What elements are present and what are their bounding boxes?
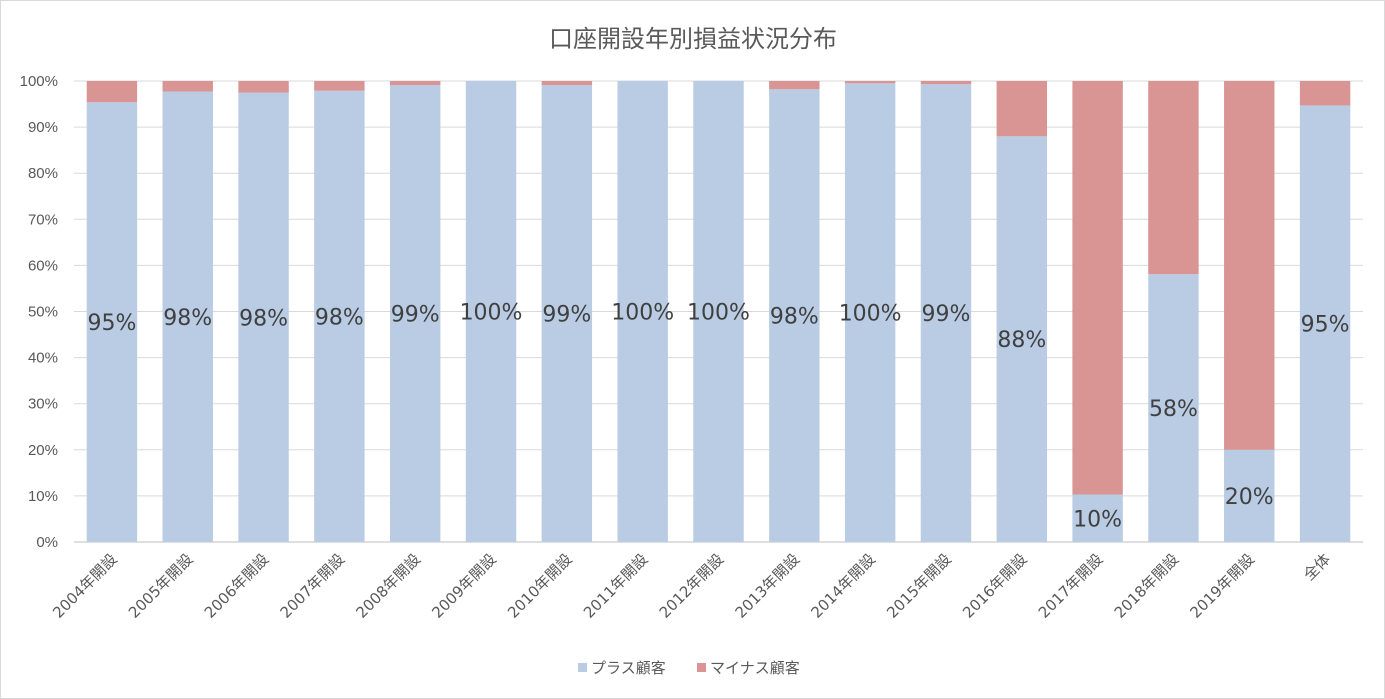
bar-segment-minus xyxy=(238,81,289,93)
bar-segment-plus xyxy=(314,90,365,542)
bar-segment-plus xyxy=(769,89,820,542)
x-tick-label: 2004年開設 xyxy=(49,550,121,622)
x-tick-label: 2011年開設 xyxy=(580,550,652,622)
data-label: 100% xyxy=(611,301,674,326)
legend: プラス顧客 マイナス顧客 xyxy=(578,659,800,677)
bar-segment-plus xyxy=(1072,494,1123,542)
bar-segment-minus xyxy=(996,81,1048,137)
bar-segment-plus xyxy=(86,102,138,543)
legend-label-plus: プラス顧客 xyxy=(591,659,666,677)
x-tick-label: 2018年開設 xyxy=(1111,550,1183,622)
data-label: 98% xyxy=(163,306,212,331)
x-tick-label: 2006年開設 xyxy=(201,550,273,622)
bar-segment-plus xyxy=(693,81,744,542)
bar-segment-minus xyxy=(86,81,138,103)
bar-segment-minus xyxy=(1072,81,1123,495)
bar-segment-plus xyxy=(389,85,441,543)
data-label: 99% xyxy=(391,303,440,328)
y-tick-label: 70% xyxy=(28,211,58,228)
data-label: 98% xyxy=(239,306,288,331)
bar-segment-minus xyxy=(769,81,820,90)
data-labels: 95% 98% 98% 98% 99% 100% 99% 100% 100% 98% 100% 99%… xyxy=(87,301,1349,533)
x-tick-label: 2014年開設 xyxy=(807,550,879,622)
data-label: 20% xyxy=(1225,485,1274,510)
bar-segment-plus xyxy=(1299,105,1351,543)
x-tick-label: 2013年開設 xyxy=(732,550,804,622)
data-label: 58% xyxy=(1149,397,1198,422)
data-label: 95% xyxy=(1301,313,1350,338)
bar-segment-plus xyxy=(541,85,593,543)
x-tick-label: 2007年開設 xyxy=(277,550,349,622)
bar-segment-minus xyxy=(541,81,593,86)
y-tick-label: 80% xyxy=(28,165,58,182)
data-label: 99% xyxy=(922,302,971,327)
bar-segment-plus xyxy=(1224,449,1275,542)
x-tick-label: 2012年開設 xyxy=(656,550,728,622)
x-tick-label: 全体 xyxy=(1300,550,1334,584)
data-label: 88% xyxy=(997,328,1046,353)
x-tick-label: 2008年開設 xyxy=(352,550,424,622)
bar-segment-plus xyxy=(920,84,972,543)
data-label: 10% xyxy=(1073,507,1122,532)
bar-segment-plus xyxy=(617,81,668,542)
legend-swatch-minus xyxy=(697,663,706,672)
bar-segment-minus xyxy=(1224,81,1275,450)
bar-segment-plus xyxy=(238,92,289,543)
bar-segment-minus xyxy=(389,81,441,86)
data-label: 99% xyxy=(542,303,591,328)
legend-swatch-plus xyxy=(578,663,587,672)
bar-segment-plus xyxy=(996,136,1048,542)
bar-segment-minus xyxy=(314,81,365,91)
data-label: 98% xyxy=(315,305,364,330)
bar-segment-minus xyxy=(844,81,896,84)
bar-segment-plus xyxy=(1148,274,1199,542)
x-axis-ticks: 2004年開設 2005年開設 2006年開設 2007年開設 2008年開設 2009年… xyxy=(49,550,1334,622)
bars xyxy=(86,81,1351,543)
bar-segment-minus xyxy=(920,81,972,85)
legend-label-minus: マイナス顧客 xyxy=(710,659,800,677)
x-tick-label: 2017年開設 xyxy=(1035,550,1107,622)
y-tick-label: 90% xyxy=(28,119,58,136)
y-tick-label: 60% xyxy=(28,257,58,274)
data-label: 100% xyxy=(687,301,750,326)
bar-segment-plus xyxy=(844,83,896,543)
x-tick-label: 2016年開設 xyxy=(959,550,1031,622)
data-label: 95% xyxy=(87,311,136,336)
y-axis-ticks: 0% 10% 20% 30% 40% 50% 60% 70% 80% 90% 100% xyxy=(20,73,58,551)
x-tick-label: 2015年開設 xyxy=(883,550,955,622)
y-tick-label: 50% xyxy=(28,304,58,321)
y-tick-label: 30% xyxy=(28,396,58,413)
data-label: 100% xyxy=(460,301,523,326)
data-label: 100% xyxy=(839,302,902,327)
bar-segment-minus xyxy=(1148,81,1199,275)
data-label: 98% xyxy=(770,305,819,330)
bar-segment-minus xyxy=(162,81,213,92)
x-tick-label: 2005年開設 xyxy=(125,550,197,622)
y-tick-label: 0% xyxy=(36,534,58,551)
x-tick-label: 2019年開設 xyxy=(1187,550,1259,622)
bar-segment-plus xyxy=(465,81,517,542)
x-tick-label: 2009年開設 xyxy=(428,550,500,622)
y-tick-label: 10% xyxy=(28,488,58,505)
y-tick-label: 40% xyxy=(28,350,58,367)
x-tick-label: 2010年開設 xyxy=(504,550,576,622)
bar-segment-plus xyxy=(162,91,213,542)
y-tick-label: 100% xyxy=(20,73,58,90)
y-tick-label: 20% xyxy=(28,442,58,459)
chart-title: 口座開設年別損益状況分布 xyxy=(549,25,837,53)
bar-segment-minus xyxy=(1299,81,1351,106)
